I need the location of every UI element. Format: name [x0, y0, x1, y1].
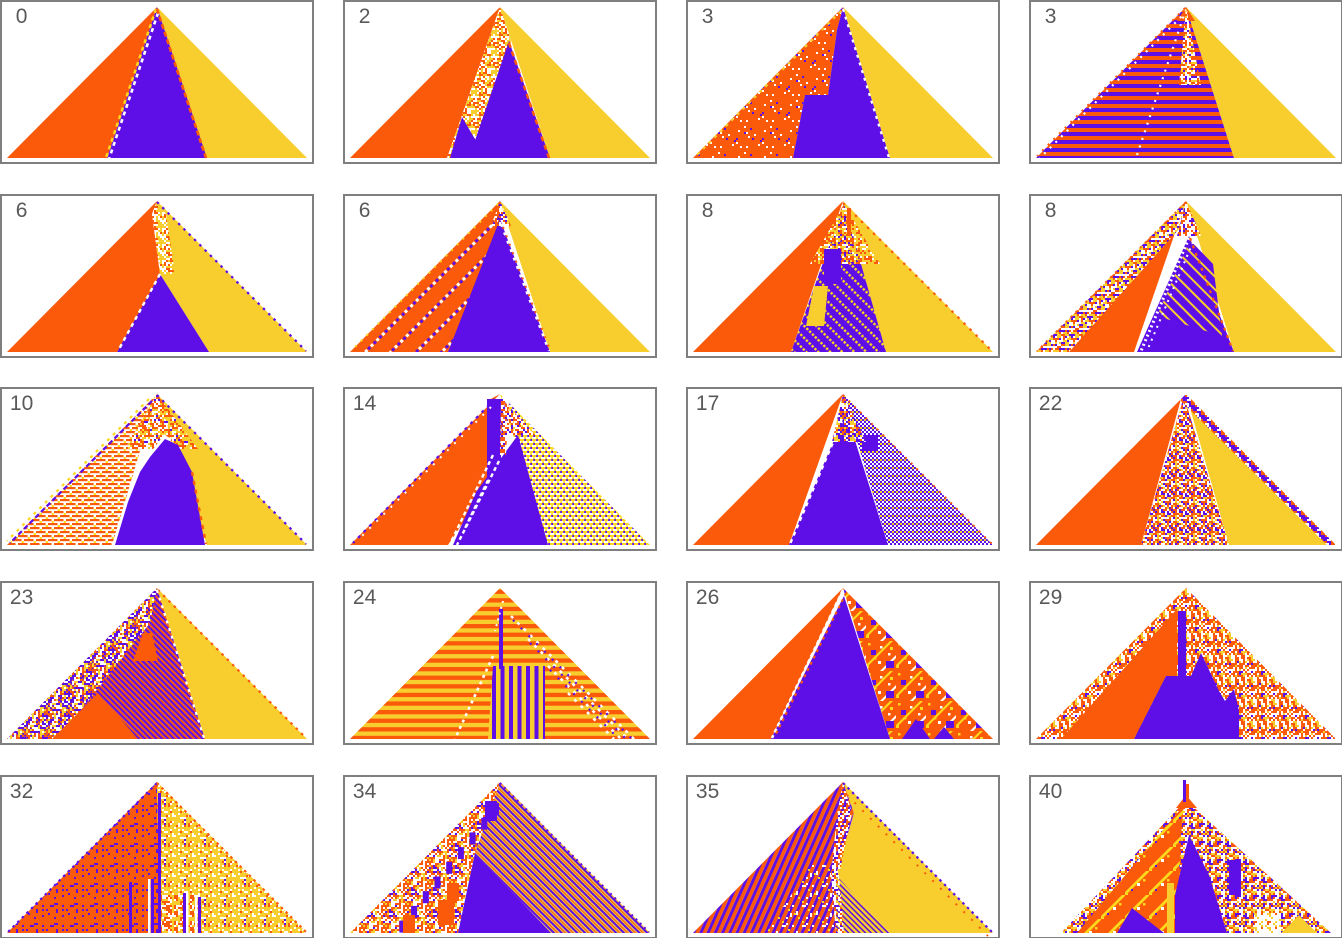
- svg-text:6: 6: [359, 199, 371, 222]
- svg-text:8: 8: [1045, 199, 1057, 222]
- svg-text:6: 6: [16, 199, 28, 222]
- svg-text:3: 3: [702, 5, 714, 28]
- svg-text:8: 8: [702, 199, 714, 222]
- svg-text:2: 2: [359, 5, 371, 28]
- svg-text:24: 24: [353, 586, 377, 609]
- svg-text:26: 26: [696, 586, 719, 609]
- svg-text:23: 23: [10, 586, 33, 609]
- svg-text:22: 22: [1039, 392, 1062, 415]
- svg-text:17: 17: [696, 392, 719, 415]
- svg-text:34: 34: [353, 780, 377, 803]
- svg-text:40: 40: [1039, 780, 1062, 803]
- svg-text:14: 14: [353, 392, 377, 415]
- svg-text:0: 0: [16, 5, 28, 28]
- svg-text:29: 29: [1039, 586, 1062, 609]
- svg-text:32: 32: [10, 780, 33, 803]
- svg-text:35: 35: [696, 780, 719, 803]
- svg-text:10: 10: [10, 392, 33, 415]
- svg-text:3: 3: [1045, 5, 1057, 28]
